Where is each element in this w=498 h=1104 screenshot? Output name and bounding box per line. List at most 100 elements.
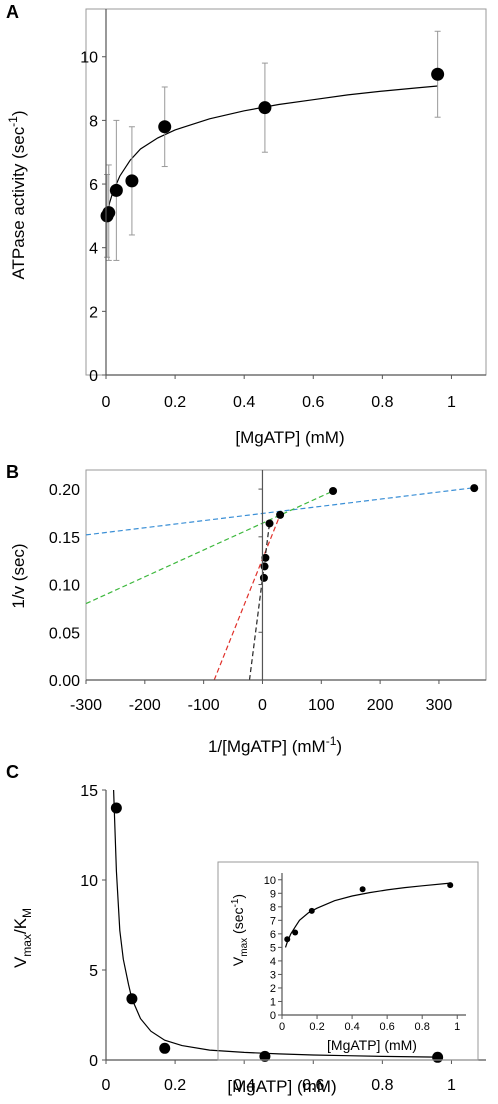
panel-b: B -300 -200 -100 0 100 200 300 0.00 0.05 0.10 0.1… bbox=[6, 462, 487, 756]
panel-a-y-tick-label: 6 bbox=[89, 177, 98, 194]
inset-x-axis-title: [MgATP] (mM) bbox=[327, 1037, 417, 1053]
panel-a-error-bars bbox=[104, 30, 441, 261]
panel-c-y-tick-label: 5 bbox=[89, 963, 98, 980]
panel-c-data-point bbox=[432, 1051, 444, 1063]
panel-a-y-tick-label: 2 bbox=[89, 304, 98, 321]
panel-a-y-tick-label: 4 bbox=[89, 241, 98, 258]
panel-b-x-axis-title: 1/[MgATP] (mM-1) bbox=[208, 734, 342, 756]
panel-c-inset-frame bbox=[217, 861, 479, 1061]
panel-c-x-tick-label: 0 bbox=[102, 1077, 111, 1094]
panel-b-y-tick-label: 0.20 bbox=[49, 482, 80, 499]
panel-a-y-axis-title: ATPase activity (sec-1) bbox=[6, 110, 28, 279]
panel-b-axes bbox=[85, 470, 486, 684]
panel-b-y-tick-label: 0.10 bbox=[49, 578, 80, 595]
panel-b-regression-line bbox=[248, 523, 271, 681]
panel-b-x-tick-label: 100 bbox=[308, 697, 335, 714]
panel-b-x-title-main: 1/[MgATP] (mM bbox=[208, 737, 326, 756]
inset-x-tick-label: 0 bbox=[279, 1021, 285, 1033]
panel-b-x-tick-label: 0 bbox=[258, 697, 267, 714]
panel-a-frame bbox=[85, 8, 487, 376]
panel-c-x-tick-label: 0.2 bbox=[164, 1077, 186, 1094]
panel-b-data-point bbox=[329, 487, 338, 495]
inset-data-points bbox=[284, 882, 454, 943]
inset-y-tick-label: 0 bbox=[270, 1010, 276, 1022]
panel-a-x-tick-label: 0.4 bbox=[233, 394, 255, 411]
panel-a-data-point bbox=[102, 206, 116, 220]
inset-data-point bbox=[359, 886, 366, 893]
panel-c-fit-line bbox=[113, 789, 438, 1058]
panel-b-data-points bbox=[259, 484, 479, 582]
inset-fit-line bbox=[284, 882, 451, 948]
inset-data-point bbox=[292, 929, 299, 936]
panel-b-y-tick-label: 0.15 bbox=[49, 530, 80, 547]
inset-y-title-tail: ) bbox=[230, 894, 246, 899]
inset-y-title-sup: -1 bbox=[230, 898, 241, 907]
inset-y-axis-title: Vmax (sec-1) bbox=[230, 894, 250, 966]
panel-c-y-title-mid: /K bbox=[11, 917, 30, 934]
inset-x-tick-labels: 0 0.2 0.4 0.6 0.8 1 bbox=[279, 1021, 460, 1033]
panel-c-y-tick-label: 15 bbox=[80, 783, 98, 800]
panel-a-x-tick-labels: 0 0.2 0.4 0.6 0.8 1 bbox=[102, 394, 456, 411]
panel-a-data-point bbox=[125, 174, 139, 188]
panel-a-x-axis-title: [MgATP] (mM) bbox=[235, 428, 344, 447]
panel-b-y-tick-label: 0.05 bbox=[49, 625, 80, 642]
panel-c-x-tick-label: 0.6 bbox=[302, 1077, 324, 1094]
panel-a-x-tick-label: 0.8 bbox=[371, 394, 393, 411]
panel-a-x-tick-label: 0.2 bbox=[164, 394, 186, 411]
inset-fit-curve bbox=[284, 882, 451, 948]
panel-a-data-point bbox=[158, 120, 172, 134]
panel-c-y-tick-label: 0 bbox=[89, 1053, 98, 1070]
panel-b-x-tick-labels: -300 -200 -100 0 100 200 300 bbox=[70, 697, 452, 714]
inset-x-tick-label: 1 bbox=[454, 1021, 460, 1033]
panel-b-x-tick-label: 200 bbox=[367, 697, 394, 714]
panel-b-x-tick-label: -100 bbox=[188, 697, 220, 714]
panel-a-y-title-tail: ) bbox=[9, 110, 28, 116]
inset-y-tick-label: 6 bbox=[270, 929, 276, 941]
inset-y-tick-label: 5 bbox=[270, 942, 276, 954]
panel-b-data-point bbox=[261, 553, 270, 562]
panel-a-axes bbox=[102, 9, 486, 379]
panel-b-regression-line bbox=[213, 514, 281, 681]
panel-a: A 0 0.2 0.4 0.6 0.8 1 0 2 4 6 8 10 [MgATP] (mM) AT… bbox=[6, 2, 487, 447]
inset-y-tick-label: 3 bbox=[270, 969, 276, 981]
panel-c-fit-curve bbox=[113, 789, 438, 1058]
panel-b-x-tick-label: -200 bbox=[129, 697, 161, 714]
panel-a-y-tick-label: 10 bbox=[80, 50, 98, 67]
panel-b-x-tick-label: 300 bbox=[426, 697, 453, 714]
inset-y-title-sub: max bbox=[239, 938, 250, 957]
panel-b-y-tick-label: 0.00 bbox=[49, 673, 80, 690]
panel-b-data-point bbox=[260, 562, 269, 571]
inset-x-tick-label: 0.4 bbox=[344, 1021, 359, 1033]
inset-y-title-v: V bbox=[230, 956, 246, 966]
panel-c-y-title-sub2: M bbox=[20, 908, 34, 918]
panel-b-x-tick-label: -300 bbox=[70, 697, 102, 714]
panel-a-label: A bbox=[6, 2, 19, 22]
panel-a-fit-curve bbox=[105, 85, 438, 220]
inset-y-tick-label: 4 bbox=[270, 956, 276, 968]
panel-a-data-point bbox=[431, 67, 445, 81]
inset-data-point bbox=[447, 882, 454, 889]
panel-a-x-tick-label: 0.6 bbox=[302, 394, 324, 411]
panel-c-data-point bbox=[110, 802, 122, 814]
panel-b-y-tick-labels: 0.00 0.05 0.10 0.15 0.20 bbox=[49, 482, 80, 690]
panel-a-x-tick-label: 0 bbox=[102, 394, 111, 411]
panel-b-x-title-sup: -1 bbox=[326, 734, 337, 748]
panel-c-data-point bbox=[259, 1050, 271, 1062]
panel-c-x-tick-label: 0.4 bbox=[233, 1077, 255, 1094]
panel-a-data-points bbox=[100, 67, 445, 223]
panel-b-data-point bbox=[470, 484, 479, 493]
panel-b-regression-line bbox=[85, 490, 334, 605]
panel-c-data-point bbox=[126, 993, 138, 1005]
inset-x-tick-label: 0.2 bbox=[309, 1021, 324, 1033]
panel-c-y-title-v: V bbox=[11, 956, 30, 968]
inset-y-title-mid: (sec bbox=[230, 907, 246, 937]
inset-data-point bbox=[284, 936, 291, 943]
inset-y-tick-label: 7 bbox=[270, 915, 276, 927]
panel-c-x-tick-label: 1 bbox=[447, 1077, 456, 1094]
panel-b-label: B bbox=[6, 462, 19, 482]
panel-c-y-title-sub1: max bbox=[20, 934, 34, 957]
panel-c-data-points bbox=[110, 802, 444, 1063]
panel-c-label: C bbox=[6, 762, 19, 782]
